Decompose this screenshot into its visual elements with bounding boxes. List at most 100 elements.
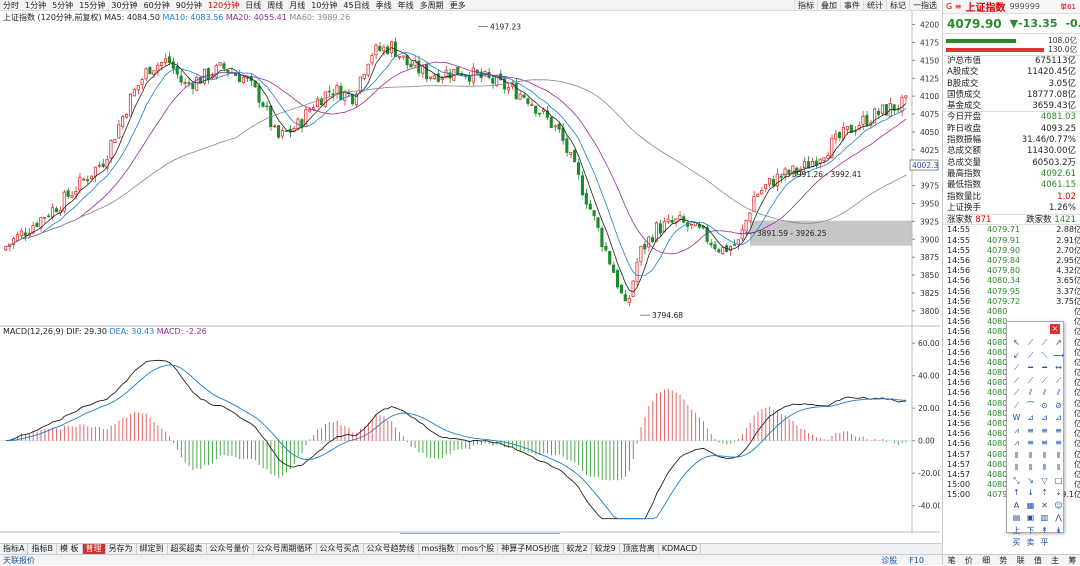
drawing-tool-44[interactable]: ⤡	[1013, 475, 1020, 485]
period-tab-13[interactable]: 季线	[375, 0, 392, 10]
drawing-tool-59[interactable]: ⋀	[1055, 513, 1062, 522]
toolbar-btn-4[interactable]: 标记	[886, 0, 909, 11]
indicator-tab-0[interactable]: 指标A	[0, 544, 29, 554]
drawing-tool-52[interactable]: A	[1013, 500, 1020, 510]
drawing-tool-38[interactable]: ⦀	[1042, 450, 1047, 460]
drawing-tool-19[interactable]: ⫽	[1056, 388, 1061, 397]
drawing-tool-50[interactable]: ⇡	[1041, 488, 1048, 497]
drawing-tool-30[interactable]: ≡	[1041, 425, 1048, 435]
period-tab-5[interactable]: 60分钟	[143, 0, 170, 10]
drawing-tool-58[interactable]: ▥	[1040, 513, 1049, 522]
drawing-tool-15[interactable]: ⟋	[1055, 375, 1062, 385]
drawing-tool-53[interactable]: ▦	[1026, 500, 1035, 510]
panel-tab-4[interactable]: 联	[1016, 555, 1025, 565]
drawing-tool-5[interactable]: ⟋	[1027, 350, 1034, 360]
indicator-tab-10[interactable]: 公众号趋势线	[364, 544, 419, 554]
indicator-tab-15[interactable]: 蛟龙9	[592, 544, 620, 554]
drawing-tool-29[interactable]: ≡	[1027, 425, 1034, 435]
drawing-tool-65[interactable]: 卖	[1026, 538, 1035, 547]
indicator-tab-11[interactable]: mos指数	[419, 544, 459, 554]
drawing-tool-21[interactable]: ⌒	[1026, 400, 1035, 410]
drawing-tool-2[interactable]: ⟋	[1041, 338, 1048, 347]
drawing-tool-25[interactable]: ⊿	[1027, 413, 1034, 422]
period-tab-2[interactable]: 5分钟	[52, 0, 74, 10]
drawing-tool-66[interactable]: 平	[1040, 538, 1049, 547]
drawing-tool-24[interactable]: W	[1012, 413, 1021, 422]
close-icon[interactable]: ×	[1050, 324, 1060, 334]
drawing-tool-57[interactable]: ▣	[1026, 513, 1035, 522]
drawing-tool-7[interactable]: ⟶	[1052, 350, 1065, 360]
panel-tab-3[interactable]: 势	[999, 555, 1008, 565]
drawing-tool-6[interactable]: ⟍	[1041, 350, 1048, 360]
drawing-tool-36[interactable]: ⦀	[1014, 450, 1019, 460]
indicator-tab-6[interactable]: 超买超卖	[168, 544, 207, 554]
drawing-tool-43[interactable]: ⦀	[1056, 463, 1061, 472]
drawing-tool-42[interactable]: ⦀	[1042, 463, 1047, 472]
drawing-tool-22[interactable]: ⊙	[1041, 400, 1048, 410]
panel-tab-7[interactable]: 筹	[1068, 555, 1077, 565]
drawing-tool-46[interactable]: ▽	[1041, 475, 1048, 485]
period-tab-4[interactable]: 30分钟	[111, 0, 138, 10]
drawing-tool-37[interactable]: ⦀	[1028, 450, 1033, 460]
drawing-tool-11[interactable]: ↔	[1055, 363, 1062, 372]
panel-tab-5[interactable]: 值	[1033, 555, 1042, 565]
toolbar-btn-2[interactable]: 事件	[840, 0, 863, 11]
drawing-tool-39[interactable]: ⦀	[1056, 450, 1061, 460]
drawing-tool-10[interactable]: ━	[1042, 363, 1047, 372]
drawing-tool-23[interactable]: ⊘	[1055, 400, 1062, 410]
drawing-tool-28[interactable]: ⩘	[1014, 425, 1019, 435]
toolbar-btn-5[interactable]: 一指选	[909, 0, 940, 11]
panel-tab-2[interactable]: 细	[982, 555, 991, 565]
toolbar-btn-3[interactable]: 统计	[863, 0, 886, 11]
f10-link[interactable]: F10	[909, 555, 924, 565]
indicator-tab-13[interactable]: 神算子MOS抄底	[498, 544, 564, 554]
drawing-tool-0[interactable]: ↖	[1013, 338, 1020, 347]
drawing-tool-4[interactable]: ↙	[1013, 350, 1020, 360]
drawing-tool-33[interactable]: ≡	[1027, 438, 1034, 447]
drawing-tool-26[interactable]: ⊿	[1041, 413, 1048, 422]
drawing-tool-32[interactable]: ⩘	[1014, 438, 1019, 447]
drawing-tool-45[interactable]: ↘	[1027, 475, 1034, 485]
indicator-tab-12[interactable]: mos个股	[458, 544, 499, 554]
drawing-tool-16[interactable]: ⟋	[1013, 388, 1020, 397]
period-tab-10[interactable]: 月线	[289, 0, 306, 10]
indicator-tab-7[interactable]: 公众号量价	[207, 544, 254, 554]
drawing-tool-47[interactable]: □	[1054, 475, 1063, 485]
drawing-tool-34[interactable]: ≡	[1041, 438, 1048, 447]
period-tab-15[interactable]: 多周期	[419, 0, 444, 10]
drawing-tool-31[interactable]: ≡	[1055, 425, 1062, 435]
indicator-tab-1[interactable]: 指标B	[28, 544, 57, 554]
period-tab-16[interactable]: 更多	[449, 0, 466, 10]
drawing-tool-61[interactable]: 下	[1026, 525, 1035, 535]
drawing-tool-56[interactable]: ▤	[1012, 513, 1021, 522]
kline-chart[interactable]: 4200417541504125410040754050402540003975…	[0, 11, 944, 543]
indicator-tab-17[interactable]: KDMACD	[659, 544, 702, 554]
panel-tab-0[interactable]: 笔	[947, 555, 956, 565]
drawing-tool-55[interactable]: ☺	[1054, 500, 1063, 510]
indicator-tab-8[interactable]: 公众号周期循环	[254, 544, 317, 554]
period-tab-0[interactable]: 分时	[3, 0, 19, 10]
drawing-tool-14[interactable]: ⟋	[1041, 375, 1048, 385]
indicator-tab-16[interactable]: 顶底背离	[620, 544, 659, 554]
period-tab-1[interactable]: 1分钟	[25, 0, 47, 10]
indicator-tab-5[interactable]: 绑定到	[137, 544, 168, 554]
period-tab-7[interactable]: 120分钟	[207, 0, 240, 10]
drawing-tool-67[interactable]	[1052, 537, 1065, 549]
drawing-tool-62[interactable]: ↟	[1041, 525, 1048, 535]
period-tab-9[interactable]: 周线	[267, 0, 284, 10]
drawing-tool-3[interactable]: ↗	[1055, 338, 1062, 347]
drawing-tool-64[interactable]: 买	[1012, 538, 1021, 547]
drawing-tool-54[interactable]: ✕	[1041, 500, 1048, 510]
drawing-tool-51[interactable]: ⇣	[1055, 488, 1062, 497]
drawing-tool-49[interactable]: ↓	[1027, 488, 1034, 497]
drawing-tool-9[interactable]: ━	[1028, 363, 1033, 372]
drawing-tool-41[interactable]: ⦀	[1028, 463, 1033, 472]
drawing-tool-48[interactable]: ↑	[1013, 488, 1020, 497]
drawing-tool-1[interactable]: ⟋	[1027, 338, 1034, 347]
indicator-tab-3[interactable]: 普理	[82, 544, 106, 554]
toolbar-btn-1[interactable]: 叠加	[817, 0, 840, 11]
indicator-tab-2[interactable]: 模 板	[57, 544, 83, 554]
drawing-tool-8[interactable]: ⟋	[1013, 363, 1020, 372]
drawing-tool-60[interactable]: 上	[1012, 525, 1021, 535]
trade-list[interactable]: 14:55 4079.71 2.88亿 14:55 4079.91 2.91亿 14:55 4…	[943, 225, 1080, 500]
